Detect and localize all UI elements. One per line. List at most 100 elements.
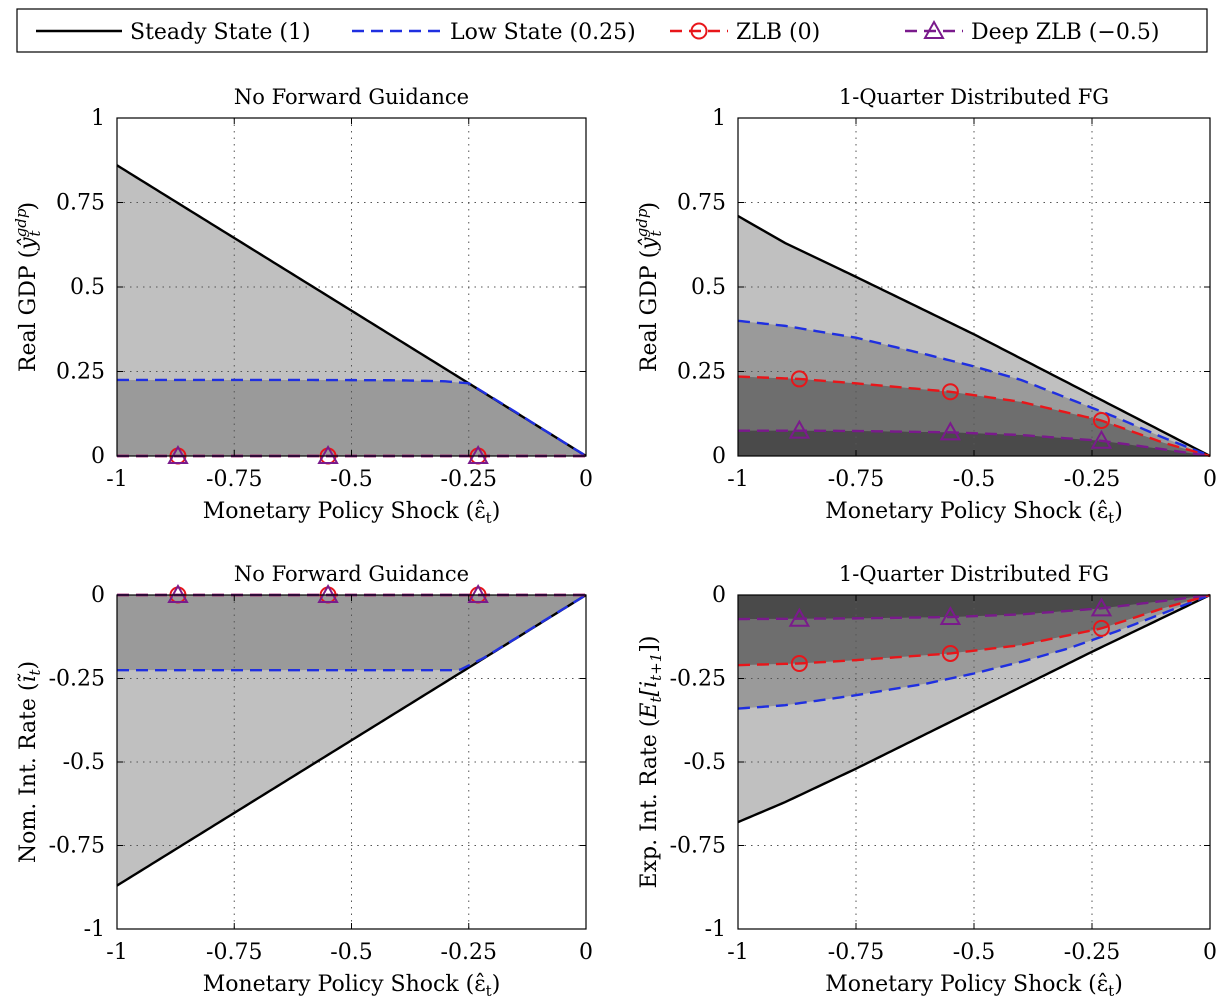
series-line (737, 593, 1211, 667)
data-point (939, 606, 962, 626)
legend-label: Low State (0.25) (450, 20, 636, 45)
x-axis-label: Monetary Policy Shock (ε̂t) (203, 972, 501, 1000)
y-axis-label: Real GDP (ŷgdpt) (12, 202, 44, 372)
y-tick-label: 1 (712, 106, 726, 131)
y-tick-label: -0.25 (670, 667, 726, 692)
x-tick-label: -0.25 (1064, 467, 1120, 492)
x-tick-label: 0 (579, 940, 593, 965)
y-tick-label: 0 (712, 444, 726, 469)
legend-entry: Low State (0.25) (352, 20, 636, 45)
legend-label: Steady State (1) (130, 20, 311, 45)
x-tick-label: -1 (106, 467, 127, 492)
y-tick-label: 0.75 (677, 191, 726, 216)
data-point (790, 654, 808, 672)
y-tick-label: 0.25 (56, 360, 105, 385)
chart-panel: -1 -0.75 -0.5 -0.25 0 -1 -0.75 -0.5 -0.25 0 No For… (16, 562, 593, 1000)
series-line (737, 214, 1211, 458)
legend-entry: Deep ZLB (−0.5) (905, 19, 1159, 45)
x-tick-label: -0.25 (441, 467, 497, 492)
data-point (941, 644, 959, 662)
y-tick-label: -1 (84, 917, 105, 942)
y-tick-label: 0.75 (56, 191, 105, 216)
y-tick-label: -0.5 (684, 750, 726, 775)
legend: Steady State (1) Low State (0.25) ZLB (0) D… (16, 8, 1208, 53)
y-tick-label: 0.5 (70, 275, 105, 300)
legend-entry: Steady State (1) (36, 20, 311, 45)
data-point (317, 583, 339, 603)
x-tick-label: -0.75 (828, 940, 884, 965)
series-line (116, 164, 587, 458)
data-point (941, 383, 959, 401)
y-tick-label: -0.5 (63, 750, 105, 775)
y-axis-label: Real GDP (ŷgdpt) (633, 202, 665, 372)
x-tick-label: -0.75 (828, 467, 884, 492)
x-tick-label: -1 (727, 940, 748, 965)
data-point (790, 370, 808, 388)
y-tick-label: -1 (705, 917, 726, 942)
y-axis-label: Nom. Int. Rate (ĩt) (16, 661, 44, 863)
chart-panel: -1 -0.75 -0.5 -0.25 0 0 0.25 0.5 0.75 1 No Forward… (12, 85, 593, 527)
legend-label: ZLB (0) (736, 20, 820, 45)
x-tick-label: -0.5 (330, 940, 372, 965)
x-tick-label: -1 (727, 467, 748, 492)
x-tick-label: -0.5 (330, 467, 372, 492)
data-point (788, 419, 811, 439)
series-line (737, 593, 1211, 824)
data-point (939, 421, 962, 441)
legend-label: Deep ZLB (−0.5) (971, 20, 1159, 45)
data-point (1090, 597, 1113, 617)
x-axis-label: Monetary Policy Shock (ε̂t) (825, 499, 1123, 527)
series-line (737, 593, 1211, 621)
data-point (788, 607, 811, 627)
x-tick-label: -0.25 (1064, 940, 1120, 965)
y-tick-label: 0 (91, 583, 105, 608)
chart-title: No Forward Guidance (234, 562, 469, 586)
x-axis-label: Monetary Policy Shock (ε̂t) (203, 499, 501, 527)
area-band (738, 595, 1210, 620)
series-line (116, 593, 587, 887)
data-point (1092, 412, 1110, 430)
legend-box (16, 8, 1208, 53)
chart-panel: -1 -0.75 -0.5 -0.25 0 0 0.25 0.5 0.75 1 1-Quarter … (633, 85, 1217, 527)
y-tick-label: 0.25 (677, 360, 726, 385)
series-line (737, 319, 1211, 458)
data-point (167, 583, 189, 603)
legend-circle-marker (690, 22, 708, 40)
y-tick-label: -0.75 (670, 834, 726, 859)
series-line (117, 593, 587, 672)
x-tick-label: -1 (106, 940, 127, 965)
series-line (738, 429, 1211, 458)
y-tick-label: 0 (712, 583, 726, 608)
y-tick-label: 1 (91, 106, 105, 131)
y-tick-label: 0.5 (691, 275, 726, 300)
data-point (167, 444, 189, 464)
data-point (467, 583, 489, 603)
data-point (1090, 429, 1113, 449)
x-tick-label: 0 (1203, 940, 1217, 965)
data-point (467, 444, 489, 464)
data-point (317, 444, 339, 464)
chart-title: 1-Quarter Distributed FG (839, 85, 1109, 109)
x-tick-label: -0.75 (206, 940, 262, 965)
y-axis-label: Exp. Int. Rate (Et[it+1]) (637, 636, 665, 889)
legend-triangle-marker (923, 19, 945, 39)
legend-entry: ZLB (0) (670, 20, 820, 45)
x-tick-label: -0.75 (206, 467, 262, 492)
data-point (1092, 619, 1110, 637)
x-tick-label: -0.5 (953, 940, 995, 965)
y-tick-label: -0.75 (49, 834, 105, 859)
chart-panel: -1 -0.75 -0.5 -0.25 0 -1 -0.75 -0.5 -0.25 0 1-Quar… (637, 562, 1217, 1000)
x-tick-label: -0.25 (441, 940, 497, 965)
chart-title: 1-Quarter Distributed FG (839, 562, 1109, 586)
chart-title: No Forward Guidance (234, 85, 469, 109)
x-tick-label: 0 (579, 467, 593, 492)
area-band (117, 595, 586, 671)
x-tick-label: -0.5 (953, 467, 995, 492)
x-axis-label: Monetary Policy Shock (ε̂t) (825, 972, 1123, 1000)
x-tick-label: 0 (1203, 467, 1217, 492)
series-line (737, 593, 1211, 710)
panels: -1 -0.75 -0.5 -0.25 0 0 0.25 0.5 0.75 1 No Forward… (12, 85, 1217, 1000)
series-line (737, 375, 1211, 458)
series-line (117, 378, 587, 458)
